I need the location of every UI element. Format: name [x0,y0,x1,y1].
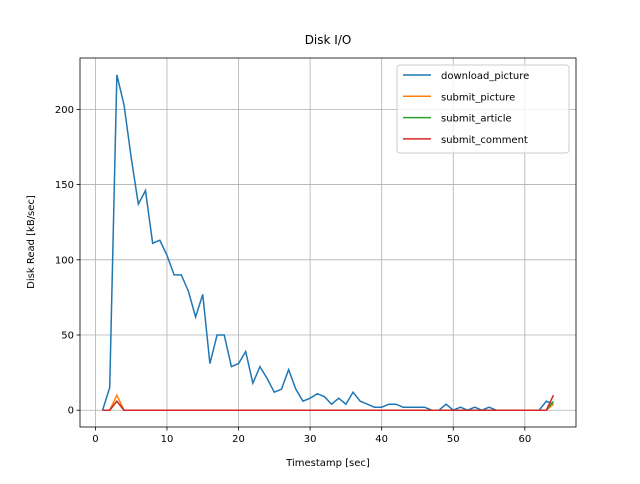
y-axis-label: Disk Read [kB/sec] [26,195,37,289]
x-tick-label: 10 [161,434,174,445]
legend-label: submit_comment [441,135,528,146]
y-tick-label: 200 [55,105,74,116]
x-tick-label: 50 [447,434,460,445]
x-axis-label: Timestamp [sec] [285,458,370,469]
legend-label: download_picture [441,71,529,82]
y-tick-label: 0 [68,406,74,417]
legend-box [396,64,570,154]
line-series [102,394,555,411]
x-tick-label: 20 [232,434,245,445]
chart-title: Disk I/O [305,33,352,47]
legend-label: submit_article [441,114,512,125]
legend-label: submit_picture [441,92,515,103]
x-tick-label: 30 [304,434,317,445]
y-tick-label: 100 [55,255,74,266]
line-series [101,74,554,412]
x-tick-label: 0 [92,434,98,445]
plot-frame [79,57,577,428]
y-tick-label: 150 [55,180,74,191]
x-tick-label: 40 [375,434,388,445]
x-tick-label: 60 [518,434,531,445]
y-tick-label: 50 [61,331,74,342]
